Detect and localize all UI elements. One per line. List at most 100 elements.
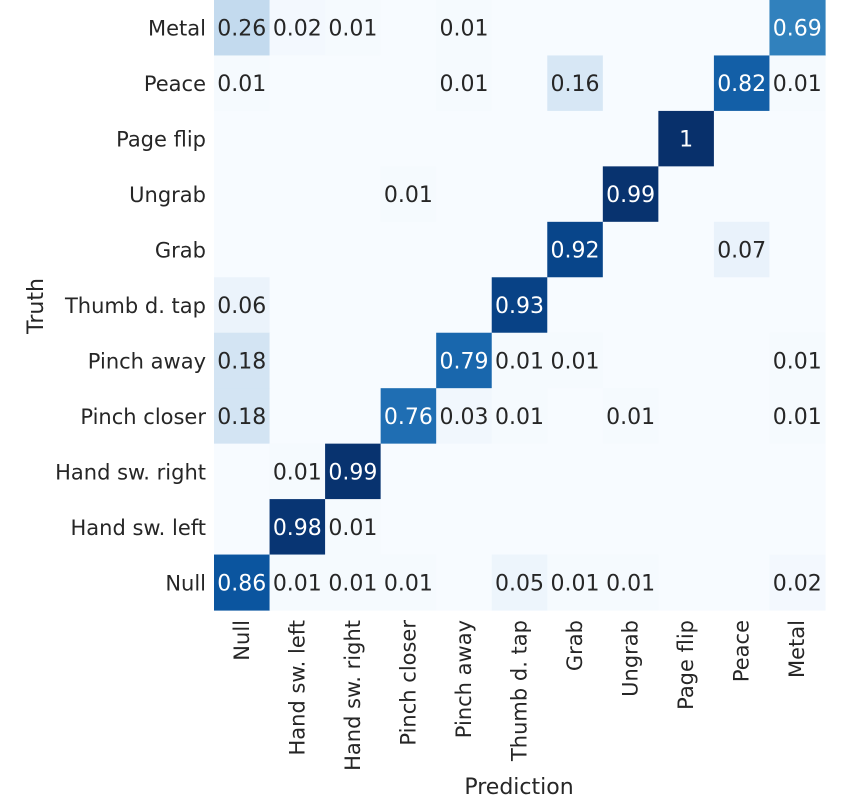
cell-peace-null	[214, 55, 271, 112]
x-tick-thumb-d-tap: Thumb d. tap	[508, 620, 532, 762]
x-tick-labels: Null Hand sw. left Hand sw. right Pinch clo…	[230, 620, 809, 771]
x-tick-peace: Peace	[730, 620, 754, 682]
cell-pinch-away-pinch-away	[436, 332, 493, 389]
cell-hand-sw-right-pinch-away	[436, 443, 493, 500]
cell-hand-sw-right-pinch-closer	[380, 443, 437, 500]
cell-value-label: 0.01	[495, 349, 544, 374]
cell-hand-sw-left-peace	[713, 499, 771, 556]
cell-pinch-closer-null	[214, 388, 271, 445]
cell-metal-pinch-away	[436, 0, 493, 57]
cell-ungrab-grab	[547, 166, 604, 223]
cell-value-label: 0.01	[495, 405, 544, 430]
cell-hand-sw-left-grab	[547, 499, 604, 556]
cell-pinch-away-metal	[769, 332, 826, 389]
cell-hand-sw-left-pinch-closer	[380, 499, 437, 556]
cell-pinch-away-peace	[713, 332, 771, 389]
cell-null-hand-sw-right	[325, 554, 382, 611]
cell-ungrab-peace	[713, 166, 771, 223]
cell-null-ungrab	[602, 554, 659, 611]
cell-value-label: 0.01	[273, 460, 322, 485]
cell-value-label: 0.98	[273, 516, 322, 541]
y-tick-peace: Peace	[144, 72, 206, 96]
cell-value-label: 0.82	[717, 72, 766, 97]
x-tick-grab: Grab	[563, 620, 587, 671]
x-tick-metal: Metal	[785, 620, 809, 678]
cell-page-flip-ungrab	[602, 110, 659, 167]
cell-page-flip-metal	[769, 110, 826, 167]
cell-pinch-closer-pinch-closer	[380, 388, 437, 445]
cell-value-label: 0.16	[551, 72, 600, 97]
cell-ungrab-pinch-away	[436, 166, 493, 223]
cell-pinch-away-pinch-closer	[380, 332, 437, 389]
y-tick-grab: Grab	[155, 239, 206, 263]
y-tick-pinch-closer: Pinch closer	[80, 405, 206, 429]
cell-peace-peace	[713, 55, 771, 112]
cell-grab-grab	[547, 221, 604, 278]
cell-thumb-d-tap-thumb-d-tap	[491, 277, 548, 334]
cell-ungrab-thumb-d-tap	[491, 166, 548, 223]
cell-page-flip-pinch-away	[436, 110, 493, 167]
cell-grab-null	[214, 221, 271, 278]
cell-page-flip-page-flip	[658, 110, 715, 167]
cell-metal-null	[214, 0, 271, 57]
cell-grab-peace	[713, 221, 771, 278]
cell-pinch-closer-page-flip	[658, 388, 715, 445]
cell-ungrab-metal	[769, 166, 826, 223]
cell-page-flip-hand-sw-right	[325, 110, 382, 167]
cell-value-label: 0.92	[551, 239, 600, 264]
cell-hand-sw-right-hand-sw-left	[269, 443, 326, 500]
cell-grab-hand-sw-right	[325, 221, 382, 278]
cell-peace-thumb-d-tap	[491, 55, 548, 112]
cell-hand-sw-left-ungrab	[602, 499, 659, 556]
cell-hand-sw-right-thumb-d-tap	[491, 443, 548, 500]
cell-grab-hand-sw-left	[269, 221, 326, 278]
cell-pinch-closer-pinch-away	[436, 388, 493, 445]
y-tick-hand-sw-left: Hand sw. left	[70, 516, 206, 540]
cell-value-label: 0.01	[273, 571, 322, 596]
cell-value-label: 0.01	[328, 571, 377, 596]
x-axis-title: Prediction	[464, 775, 573, 798]
cell-hand-sw-right-grab	[547, 443, 604, 500]
x-tick-ungrab: Ungrab	[619, 620, 643, 697]
cell-hand-sw-left-hand-sw-right	[325, 499, 382, 556]
x-tick-page-flip: Page flip	[674, 620, 698, 710]
cell-metal-grab	[547, 0, 604, 57]
cell-value-label: 0.03	[439, 405, 488, 430]
cell-value-label: 0.01	[384, 571, 433, 596]
cell-hand-sw-right-ungrab	[602, 443, 659, 500]
cell-grab-page-flip	[658, 221, 715, 278]
cell-thumb-d-tap-page-flip	[658, 277, 715, 334]
cell-pinch-closer-metal	[769, 388, 826, 445]
cell-hand-sw-left-hand-sw-left	[269, 499, 326, 556]
cell-thumb-d-tap-hand-sw-left	[269, 277, 326, 334]
cell-value-label: 0.01	[328, 516, 377, 541]
cell-page-flip-peace	[713, 110, 771, 167]
cell-null-pinch-away	[436, 554, 493, 611]
cell-pinch-away-thumb-d-tap	[491, 332, 548, 389]
cell-null-thumb-d-tap	[491, 554, 548, 611]
cell-thumb-d-tap-metal	[769, 277, 826, 334]
cell-page-flip-thumb-d-tap	[491, 110, 548, 167]
y-tick-hand-sw-right: Hand sw. right	[55, 460, 206, 484]
cell-value-label: 0.01	[773, 349, 822, 374]
cell-value-label: 1	[679, 128, 693, 153]
cell-hand-sw-right-page-flip	[658, 443, 715, 500]
y-tick-thumb-d-tap: Thumb d. tap	[64, 294, 206, 318]
cell-hand-sw-left-metal	[769, 499, 826, 556]
cell-value-label: 0.01	[439, 17, 488, 42]
cell-pinch-closer-thumb-d-tap	[491, 388, 548, 445]
cell-pinch-away-hand-sw-right	[325, 332, 382, 389]
cell-value-label: 0.01	[773, 72, 822, 97]
cell-pinch-closer-ungrab	[602, 388, 659, 445]
cell-metal-hand-sw-left	[269, 0, 326, 57]
cell-null-pinch-closer	[380, 554, 437, 611]
cell-thumb-d-tap-peace	[713, 277, 771, 334]
cell-value-label: 0.01	[439, 72, 488, 97]
cell-page-flip-hand-sw-left	[269, 110, 326, 167]
cell-value-label: 0.01	[328, 17, 377, 42]
cell-hand-sw-left-thumb-d-tap	[491, 499, 548, 556]
cell-hand-sw-left-page-flip	[658, 499, 715, 556]
y-tick-pinch-away: Pinch away	[88, 349, 206, 373]
cell-peace-pinch-closer	[380, 55, 437, 112]
